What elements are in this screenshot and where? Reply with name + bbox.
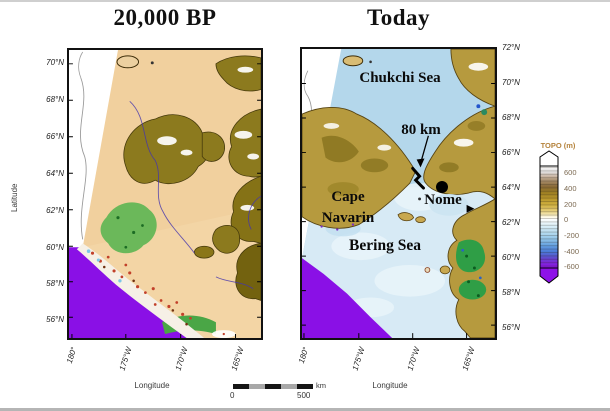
- norton-sound: [429, 193, 469, 216]
- lat-tick: 58°N: [502, 288, 520, 297]
- label-nome: Nome: [424, 192, 462, 208]
- colorbar-tick: -400: [564, 247, 580, 256]
- scale-bar-segment: [265, 384, 281, 389]
- label-chukchi-sea: Chukchi Sea: [359, 70, 441, 86]
- colorbar-arrow-bottom: [539, 267, 559, 284]
- scale-bar-segment: [249, 384, 265, 389]
- lat-tick: 70°N: [46, 58, 64, 67]
- lat-tick: 62°N: [46, 206, 64, 215]
- islands: [397, 197, 451, 275]
- lat-tick: 60°N: [502, 253, 520, 262]
- lat-tick: 68°N: [502, 113, 520, 122]
- colorbar-tick: -600: [564, 262, 580, 271]
- label-navarin: Navarin: [321, 210, 375, 226]
- paleo-contours: [129, 100, 261, 290]
- alaska: [423, 49, 495, 338]
- colorbar-tick: 200: [564, 200, 577, 209]
- strait-marker: [411, 166, 425, 190]
- lon-tick: 175°W: [117, 346, 134, 372]
- modern-coastline-reference: [80, 77, 87, 240]
- lon-tick: 180°: [296, 346, 311, 365]
- lat-tick: 62°N: [502, 218, 520, 227]
- nome-pointer: [466, 204, 475, 213]
- lat-tick: 56°N: [502, 323, 520, 332]
- lon-tick: 165°W: [460, 346, 477, 372]
- mountain-ranges: [123, 55, 261, 301]
- lon-tick: 165°W: [229, 346, 246, 372]
- lat-tick: 60°N: [46, 243, 64, 252]
- scale-bar-unit: km: [316, 381, 326, 390]
- lat-tick: 68°N: [46, 95, 64, 104]
- yukon-delta-vegetation: [455, 239, 487, 300]
- lon-tick: 175°W: [350, 346, 367, 372]
- today-map: [300, 47, 497, 340]
- lat-tick: 72°N: [502, 43, 520, 52]
- lon-tick: 170°W: [405, 346, 422, 372]
- scale-bar-segment: [281, 384, 297, 389]
- wrangel-island: [342, 55, 364, 67]
- lat-tick: 64°N: [502, 183, 520, 192]
- colorbar-tick: 0: [564, 215, 569, 224]
- axis-ticks: [69, 63, 261, 338]
- longitude-axis-label-left: Longitude: [134, 381, 170, 390]
- today-map-canvas: [302, 49, 495, 338]
- paleo-map: [67, 48, 263, 340]
- scale-bar-segment: [297, 384, 313, 389]
- paleo-map-canvas: [69, 50, 261, 338]
- colorbar-tick: 400: [564, 184, 577, 193]
- top-edge-bar: [0, 0, 610, 2]
- scale-bar: [233, 384, 313, 389]
- lon-tick: 180°: [64, 346, 79, 365]
- snow-patches: [157, 66, 260, 211]
- scale-bar-end: 500: [297, 391, 311, 400]
- latitude-axis-label: Latitude: [10, 183, 19, 212]
- deep-ocean: [302, 258, 393, 338]
- wrangel-island: [116, 55, 140, 69]
- lat-tick: 58°N: [46, 279, 64, 288]
- bottom-edge-bar: [0, 408, 610, 411]
- lat-tick: 64°N: [46, 169, 64, 178]
- left-map-title: 20,000 BP: [113, 5, 217, 30]
- nome-marker: [436, 181, 448, 193]
- scale-bar-start: 0: [230, 391, 235, 400]
- label-bering-sea: Bering Sea: [349, 237, 421, 254]
- lon-tick: 170°W: [173, 346, 190, 372]
- colorbar-title: TOPO (m): [540, 141, 576, 150]
- lat-tick: 66°N: [46, 132, 64, 141]
- colorbar-arrow-top: [539, 150, 559, 167]
- distance-arrowhead: [416, 158, 425, 168]
- lat-tick: 66°N: [502, 148, 520, 157]
- colorbar-tick: -200: [564, 231, 580, 240]
- right-map-title: Today: [366, 5, 431, 30]
- label-80km: 80 km: [401, 122, 441, 138]
- label-cape: Cape: [331, 189, 365, 205]
- axis-ticks: [302, 83, 495, 338]
- longitude-axis-label-right: Longitude: [372, 381, 408, 390]
- lat-tick: 56°N: [46, 315, 64, 324]
- scale-bar-segment: [233, 384, 249, 389]
- coastal-range: [76, 243, 236, 338]
- colorbar: [539, 150, 559, 284]
- lat-tick: 70°N: [502, 78, 520, 87]
- chukotka-peninsula: [302, 106, 417, 231]
- colorbar-tick: 600: [564, 168, 577, 177]
